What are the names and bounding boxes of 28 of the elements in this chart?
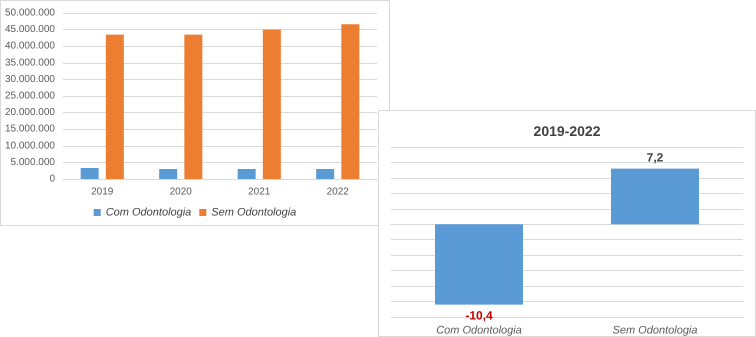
- x-tick-label: 2022: [326, 186, 350, 198]
- x-tick-label: 2019: [91, 186, 114, 198]
- bar: [106, 34, 124, 179]
- y-tick-label: 5.000.000: [10, 156, 56, 168]
- y-tick-label: 20.000.000: [4, 107, 56, 118]
- bar: [262, 30, 281, 179]
- y-tick-label: 35.000.000: [4, 57, 56, 68]
- bar: [341, 24, 360, 179]
- y-tick-label: 40.000.000: [4, 40, 56, 52]
- x-tick-label: 2021: [248, 186, 271, 198]
- bar: [159, 169, 178, 179]
- y-tick-label: 0: [49, 174, 56, 184]
- data-label: -10,4: [465, 308, 493, 323]
- y-tick-label: 45.000.000: [4, 24, 56, 36]
- y-tick-label: 10.000.000: [4, 140, 56, 152]
- bar: [316, 169, 334, 179]
- chart-title: 2019-2022: [534, 123, 601, 139]
- x-tick-label: 2020: [170, 186, 192, 198]
- y-tick-label: 30.000.000: [4, 74, 56, 85]
- legend-label: Com Odontologia: [106, 206, 192, 218]
- y-tick-label: 25.000.000: [4, 90, 56, 102]
- bar: [238, 169, 256, 179]
- data-label: 7,2: [646, 150, 664, 165]
- y-tick-label: 50.000.000: [4, 8, 56, 18]
- y-tick-label: 15.000.000: [4, 124, 56, 135]
- bar: [80, 168, 99, 179]
- bar: [184, 34, 202, 179]
- legend-label: Sem Odontologia: [211, 206, 296, 218]
